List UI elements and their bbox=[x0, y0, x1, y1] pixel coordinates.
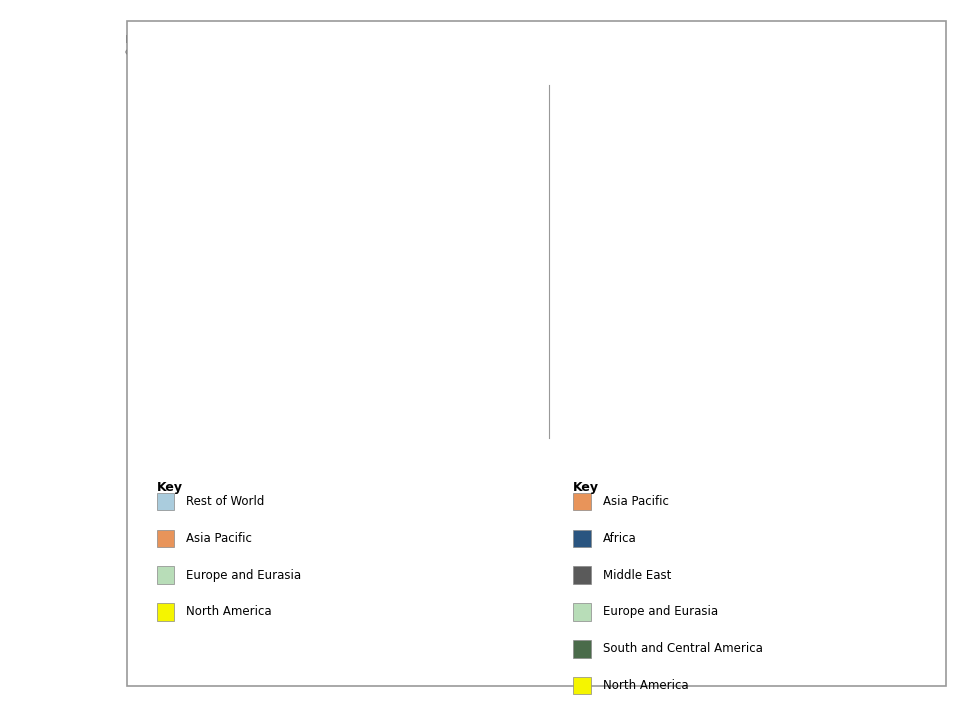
Text: Key: Key bbox=[157, 481, 183, 493]
Text: Middle East: Middle East bbox=[603, 568, 671, 582]
Title: Nuclear energy consumption: Nuclear energy consumption bbox=[217, 62, 465, 77]
Text: Asia Pacific: Asia Pacific bbox=[603, 495, 668, 508]
Text: South and Central America: South and Central America bbox=[603, 642, 762, 655]
Text: Million tonnes
oil equivalent: Million tonnes oil equivalent bbox=[124, 35, 202, 57]
Text: Rest of World: Rest of World bbox=[186, 495, 265, 508]
Text: Key: Key bbox=[573, 481, 600, 493]
Text: North America: North America bbox=[186, 605, 271, 619]
Title: Hydroelectricity consumption: Hydroelectricity consumption bbox=[630, 62, 884, 77]
Text: Million tonnes
oil equivalent: Million tonnes oil equivalent bbox=[541, 35, 618, 57]
X-axis label: Year: Year bbox=[327, 467, 354, 479]
Text: Europe and Eurasia: Europe and Eurasia bbox=[186, 568, 301, 582]
Text: Asia Pacific: Asia Pacific bbox=[186, 532, 252, 545]
Text: Africa: Africa bbox=[603, 532, 636, 545]
X-axis label: Year: Year bbox=[744, 467, 770, 479]
Text: North America: North America bbox=[603, 679, 688, 692]
Text: Europe and Eurasia: Europe and Eurasia bbox=[603, 605, 717, 619]
